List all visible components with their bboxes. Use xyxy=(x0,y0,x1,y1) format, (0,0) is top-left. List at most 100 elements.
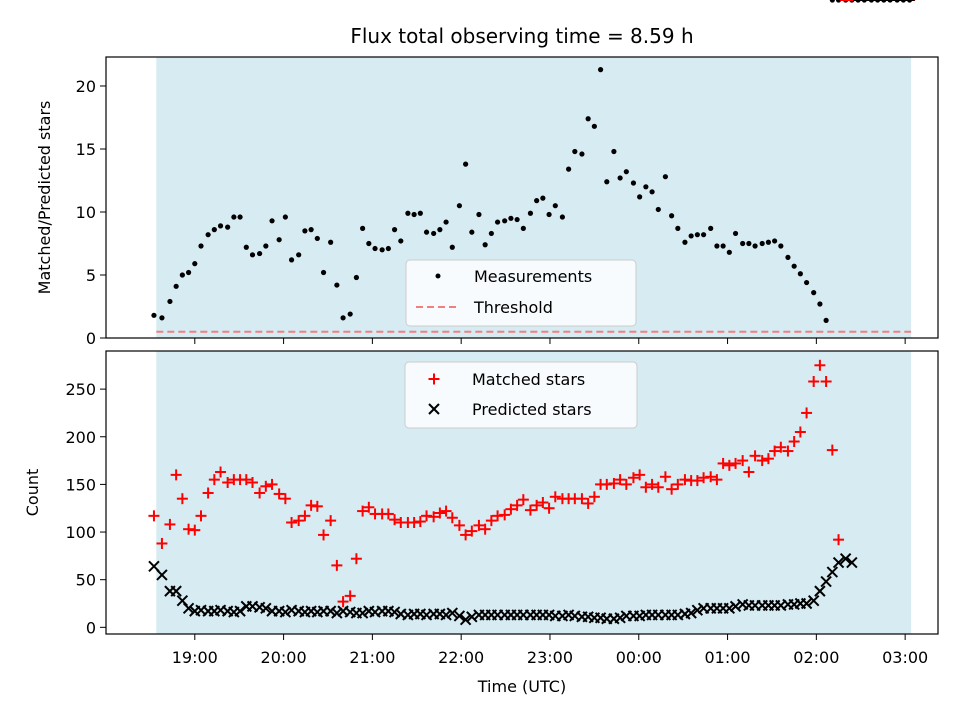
legend-matched-marker xyxy=(428,373,440,385)
measurement-point xyxy=(211,227,217,233)
measurement-point xyxy=(151,312,157,318)
measurement-point xyxy=(423,229,430,235)
measurement-point xyxy=(257,250,263,257)
predicted-stars-point xyxy=(846,556,858,569)
matched-stars-point xyxy=(428,511,440,523)
matched-stars-point xyxy=(208,474,220,486)
y-tick-label: 50 xyxy=(76,571,96,590)
matched-stars-point xyxy=(344,590,356,602)
matched-stars-point xyxy=(737,455,749,467)
measurement-point xyxy=(559,214,566,220)
predicted-stars-point xyxy=(260,602,272,614)
matched-stars-point xyxy=(762,453,774,465)
x-tick-label: 02:00 xyxy=(793,648,839,667)
matched-stars-point xyxy=(318,529,330,541)
predicted-stars-point xyxy=(453,610,466,622)
matched-stars-point xyxy=(215,466,227,478)
measurement-point xyxy=(708,225,714,231)
matched-stars-point xyxy=(634,469,646,481)
count-panel-frame xyxy=(105,350,939,635)
matched-stars-point xyxy=(666,483,678,495)
measurement-point xyxy=(159,315,165,321)
matched-stars-point xyxy=(460,529,472,541)
matched-stars-point xyxy=(485,515,497,527)
measurement-point xyxy=(340,315,346,321)
matched-stars-point xyxy=(691,475,703,487)
y-tick-label: 20 xyxy=(76,77,96,96)
matched-stars-point xyxy=(389,514,401,526)
matched-stars-point xyxy=(730,457,742,469)
legend-predicted-marker xyxy=(428,403,440,415)
measurement-point xyxy=(302,228,308,234)
matched-stars-point xyxy=(820,375,832,387)
measurement-point xyxy=(328,239,334,245)
matched-stars-point xyxy=(325,515,337,527)
measurement-point xyxy=(720,243,726,249)
matched-stars-point xyxy=(672,478,684,490)
measurement-point xyxy=(597,67,604,73)
measurement-point xyxy=(502,218,508,224)
matched-stars-point xyxy=(202,487,214,499)
matched-stars-points xyxy=(148,0,916,608)
matched-stars-point xyxy=(717,457,729,469)
measurement-point xyxy=(803,279,810,286)
measurement-point xyxy=(179,272,185,278)
count-legend-box xyxy=(404,361,638,429)
measurement-point xyxy=(217,223,224,229)
matched-stars-point xyxy=(266,478,278,490)
measurement-point xyxy=(185,269,192,276)
measurement-point xyxy=(714,243,720,249)
matched-stars-point xyxy=(608,477,620,489)
chart-title: Flux total observing time = 8.59 h xyxy=(350,24,693,48)
measurement-point xyxy=(617,175,623,181)
matched-stars-point xyxy=(260,480,272,492)
matched-stars-point xyxy=(453,519,465,531)
count-y-ticks: 0 50 100 150 200 250 xyxy=(65,380,106,637)
measurement-point xyxy=(791,263,797,269)
measurement-point xyxy=(360,225,366,231)
measurement-point xyxy=(823,317,829,323)
matched-stars-point xyxy=(543,502,555,514)
matched-stars-point xyxy=(620,478,632,490)
measurement-point xyxy=(225,224,231,230)
measurement-point xyxy=(276,237,282,243)
measurement-point xyxy=(811,290,817,296)
measurement-point xyxy=(694,232,700,238)
matched-stars-point xyxy=(614,474,626,486)
measurement-point xyxy=(353,274,359,281)
matched-stars-point xyxy=(711,474,723,486)
predicted-stars-point xyxy=(156,569,168,581)
y-tick-label: 0 xyxy=(86,618,96,637)
measurement-point xyxy=(269,218,275,224)
matched-stars-point xyxy=(794,426,806,438)
matched-stars-point xyxy=(814,359,826,371)
y-tick-label: 200 xyxy=(65,428,96,447)
y-tick-label: 0 xyxy=(86,329,96,348)
measurement-point xyxy=(405,210,411,216)
predicted-stars-point xyxy=(234,605,246,617)
measurement-point xyxy=(494,219,501,225)
matched-stars-point xyxy=(833,534,845,546)
measurement-point xyxy=(591,123,597,129)
matched-stars-point xyxy=(337,596,349,608)
predicted-stars-point xyxy=(170,585,182,597)
matched-stars-point xyxy=(446,512,458,524)
measurement-point xyxy=(572,148,578,155)
measurement-point xyxy=(372,245,378,252)
measurement-point xyxy=(534,198,540,204)
measurement-point xyxy=(611,148,617,155)
measurement-point xyxy=(243,244,249,250)
x-axis-label: Time (UTC) xyxy=(477,677,566,696)
matched-stars-point xyxy=(801,407,813,419)
measurement-point xyxy=(456,203,463,209)
matched-stars-point xyxy=(148,510,160,522)
measurement-point xyxy=(308,227,314,233)
matched-stars-point xyxy=(176,493,188,505)
measurement-point xyxy=(797,271,803,277)
matched-stars-point xyxy=(499,509,511,521)
measurement-point xyxy=(604,179,610,185)
measurement-point xyxy=(334,282,340,288)
matched-stars-point xyxy=(440,505,452,517)
matched-stars-point xyxy=(170,469,182,481)
